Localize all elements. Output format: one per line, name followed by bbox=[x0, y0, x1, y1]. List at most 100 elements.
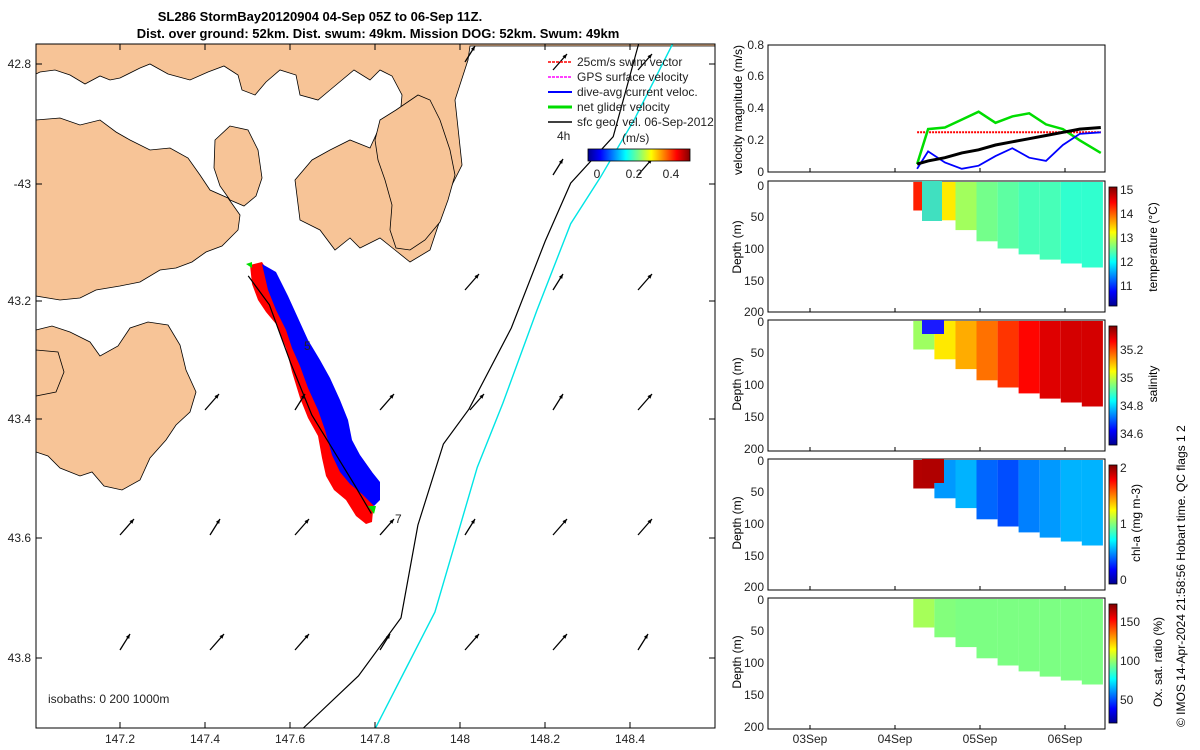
cb-tick: 2 bbox=[1120, 461, 1127, 475]
geo-velocity-arrow bbox=[294, 633, 310, 651]
cb-tick: 150 bbox=[1120, 615, 1140, 629]
vel-y-label: velocity magnitude (m/s) bbox=[731, 45, 745, 175]
geo-velocity-arrow bbox=[552, 518, 568, 536]
depth-tick: 150 bbox=[744, 688, 764, 702]
depth-colorbar bbox=[1108, 325, 1118, 446]
vel-series-dive bbox=[916, 131, 1101, 170]
geo-velocity-arrow bbox=[294, 518, 310, 536]
profile-column bbox=[1081, 182, 1103, 268]
depth-tick: 200 bbox=[744, 442, 764, 456]
geo-velocity-arrow bbox=[469, 393, 485, 411]
profile-column bbox=[1039, 182, 1061, 260]
geo-velocity-arrow bbox=[209, 518, 221, 536]
cb-tick: 1 bbox=[1120, 517, 1127, 531]
vel-y-tick: 0.6 bbox=[747, 69, 764, 83]
chla-panel: 0 50 100 150 200 Depth (m) chl-a (mg m-3… bbox=[730, 454, 1143, 594]
geo-velocity-arrow bbox=[637, 518, 653, 536]
geo-velocity-arrow bbox=[637, 53, 653, 71]
profile-column bbox=[955, 182, 977, 231]
track-start-marker bbox=[246, 262, 252, 268]
x-tick-label: 148.4 bbox=[615, 732, 645, 746]
map-colorbar bbox=[587, 148, 691, 162]
profile-column bbox=[976, 182, 998, 242]
profile-column bbox=[1081, 599, 1103, 685]
date-tick-label: 04Sep bbox=[878, 732, 913, 746]
colorbar-tick: 0 bbox=[594, 167, 601, 181]
legend-label: net glider velocity bbox=[577, 100, 670, 114]
date-tick-label: 05Sep bbox=[963, 732, 998, 746]
depth-colorbar bbox=[1108, 464, 1118, 585]
cb-tick: 0 bbox=[1120, 573, 1127, 587]
depth-axis-label: Depth (m) bbox=[730, 357, 744, 410]
vel-series-geo bbox=[916, 126, 1101, 166]
profile-column bbox=[1039, 321, 1061, 399]
profile-column bbox=[1081, 460, 1103, 546]
vel-y-tick: 0 bbox=[757, 165, 764, 179]
cb-tick: 13 bbox=[1120, 231, 1134, 245]
depth-tick: 200 bbox=[744, 720, 764, 734]
y-tick-label: 42.8 bbox=[8, 57, 32, 71]
x-tick-label: 148 bbox=[450, 732, 470, 746]
cb-tick: 15 bbox=[1120, 183, 1134, 197]
oxygen-panel: 0 50 100 150 200 Depth (m) Ox. sat. rati… bbox=[730, 593, 1165, 734]
profile-column bbox=[976, 460, 998, 520]
cb-tick: 12 bbox=[1120, 255, 1134, 269]
cb-tick: 11 bbox=[1120, 279, 1133, 293]
profile-column bbox=[1018, 599, 1040, 672]
depth-tick: 100 bbox=[744, 378, 764, 392]
temp-surface-warm bbox=[922, 181, 942, 221]
map-panel: 5 7 isobaths: 0 200 1000m 147.2 147.4 14… bbox=[8, 43, 716, 746]
colorbar-tick: 0.4 bbox=[663, 167, 680, 181]
profile-column bbox=[1060, 460, 1082, 542]
geo-velocity-arrow bbox=[379, 393, 395, 411]
isobath-label: isobaths: 0 200 1000m bbox=[48, 692, 169, 706]
geo-velocity-arrow bbox=[119, 518, 135, 536]
temperature-cb-label: temperature (°C) bbox=[1146, 202, 1160, 292]
vel-y-tick: 0.4 bbox=[747, 101, 764, 115]
geo-velocity-arrow bbox=[552, 158, 564, 176]
depth-tick: 100 bbox=[744, 242, 764, 256]
track-label-5: 5 bbox=[304, 339, 311, 353]
depth-axis-label: Depth (m) bbox=[730, 220, 744, 273]
depth-tick: 50 bbox=[751, 210, 765, 224]
depth-tick: 50 bbox=[751, 346, 765, 360]
x-tick-label: 148.2 bbox=[530, 732, 560, 746]
geo-velocity-arrow bbox=[637, 633, 649, 651]
geo-velocity-arrow bbox=[552, 273, 564, 291]
vel-y-tick: 0.8 bbox=[747, 38, 764, 52]
profile-column bbox=[1018, 321, 1040, 394]
depth-tick: 0 bbox=[757, 593, 764, 607]
geo-velocity-arrow bbox=[209, 633, 225, 651]
depth-tick: 150 bbox=[744, 410, 764, 424]
footer-credit: © IMOS 14-Apr-2024 21:58:56 Hobart time.… bbox=[1174, 425, 1188, 727]
chla-surface-bloom bbox=[922, 459, 944, 483]
figure-title-line2: Dist. over ground: 52km. Dist. swum: 49k… bbox=[137, 26, 620, 41]
map-y-tick-labels: 42.8 -43 43.2 43.4 43.6 43.8 bbox=[8, 57, 32, 665]
sfc-geo-vectors bbox=[119, 45, 653, 651]
cb-tick: 35 bbox=[1120, 371, 1134, 385]
cb-tick: 34.8 bbox=[1120, 399, 1144, 413]
cb-tick: 35.2 bbox=[1120, 343, 1144, 357]
geo-velocity-arrow bbox=[464, 273, 480, 291]
profile-column bbox=[997, 182, 1019, 249]
profile-column bbox=[997, 599, 1019, 666]
side-panels: 0.8 0.6 0.4 0.2 0 velocity magnitude (m/… bbox=[730, 38, 1188, 746]
profile-column bbox=[1039, 599, 1061, 677]
cb-tick: 34.6 bbox=[1120, 427, 1144, 441]
chla-cb-label: chl-a (mg m-3) bbox=[1129, 484, 1143, 562]
salinity-cb-label: salinity bbox=[1146, 366, 1160, 403]
legend-corner-label: 4h bbox=[557, 129, 570, 143]
depth-tick: 0 bbox=[757, 179, 764, 193]
depth-tick: 50 bbox=[751, 624, 765, 638]
geo-velocity-arrow bbox=[637, 273, 653, 291]
geo-velocity-arrow bbox=[552, 633, 568, 651]
y-tick-label: -43 bbox=[14, 177, 32, 191]
x-tick-label: 147.6 bbox=[275, 732, 305, 746]
y-tick-label: 43.6 bbox=[8, 531, 32, 545]
date-tick-label: 06Sep bbox=[1048, 732, 1083, 746]
land-mid-island bbox=[213, 125, 263, 207]
legend-label: sfc geo. vel. 06-Sep-2012 bbox=[577, 115, 714, 129]
temperature-panel: 0 50 100 150 200 Depth (m) temperature (… bbox=[730, 179, 1160, 319]
profile-column bbox=[1081, 321, 1103, 407]
